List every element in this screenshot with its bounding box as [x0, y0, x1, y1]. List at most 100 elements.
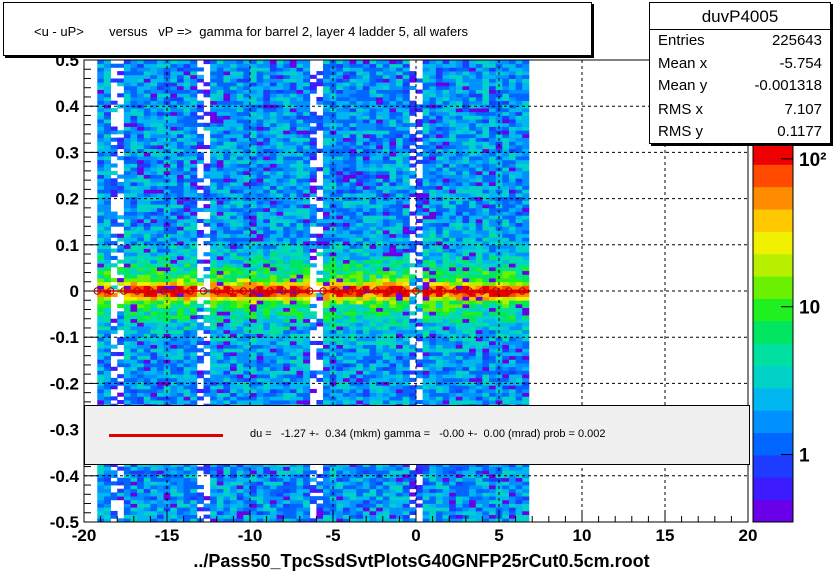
- heatmap-cell: [223, 259, 231, 264]
- heatmap-cell: [269, 381, 277, 386]
- heatmap-cell: [223, 340, 231, 345]
- heatmap-cell: [323, 71, 331, 76]
- heatmap-cell: [243, 167, 251, 172]
- heatmap-cell: [137, 174, 145, 179]
- heatmap-cell: [283, 119, 291, 124]
- heatmap-cell: [250, 108, 258, 113]
- heatmap-cell: [349, 126, 357, 131]
- heatmap-cell: [283, 492, 291, 497]
- heatmap-cell: [369, 255, 377, 260]
- heatmap-cell: [103, 222, 111, 227]
- heatmap-cell: [117, 400, 125, 405]
- heatmap-cell: [342, 122, 350, 127]
- heatmap-cell: [183, 226, 191, 231]
- heatmap-cell: [376, 270, 384, 275]
- heatmap-cell: [256, 89, 264, 94]
- heatmap-cell: [230, 359, 238, 364]
- heatmap-cell: [236, 241, 244, 246]
- heatmap-cell: [316, 237, 324, 242]
- heatmap-cell: [170, 174, 178, 179]
- heatmap-cell: [303, 470, 311, 475]
- heatmap-cell: [256, 67, 264, 72]
- heatmap-cell: [196, 193, 204, 198]
- heatmap-cell: [349, 241, 357, 246]
- heatmap-cell: [356, 122, 364, 127]
- heatmap-cell: [117, 477, 125, 482]
- heatmap-cell: [176, 263, 184, 268]
- heatmap-cell: [336, 351, 344, 357]
- heatmap-cell: [362, 82, 370, 87]
- heatmap-cell: [303, 96, 311, 102]
- heatmap-cell: [236, 363, 244, 368]
- heatmap-cell: [210, 485, 218, 490]
- heatmap-cell: [196, 67, 204, 72]
- heatmap-cell: [289, 96, 297, 102]
- heatmap-cell: [230, 470, 238, 475]
- heatmap-cell: [276, 488, 284, 493]
- heatmap-cell: [143, 78, 151, 83]
- heatmap-cell: [230, 233, 238, 238]
- heatmap-cell: [296, 385, 304, 390]
- heatmap-cell: [256, 303, 264, 309]
- heatmap-cell: [276, 473, 284, 479]
- heatmap-cell: [130, 74, 138, 79]
- heatmap-cell: [369, 185, 377, 190]
- heatmap-cell: [97, 400, 105, 405]
- heatmap-cell: [190, 230, 198, 235]
- heatmap-cell: [97, 141, 105, 146]
- heatmap-cell: [150, 274, 158, 279]
- heatmap-cell: [97, 315, 105, 320]
- heatmap-cell: [289, 196, 297, 201]
- heatmap-cell: [349, 481, 357, 486]
- heatmap-cell: [263, 207, 271, 212]
- heatmap-cell: [176, 348, 184, 353]
- heatmap-cell: [296, 266, 304, 272]
- heatmap-cell: [176, 230, 184, 235]
- heatmap-cell: [117, 189, 125, 194]
- heatmap-cell: [117, 266, 125, 272]
- heatmap-cell: [362, 248, 370, 253]
- heatmap-cell: [143, 348, 151, 353]
- heatmap-cell: [263, 248, 271, 253]
- heatmap-cell: [170, 333, 178, 338]
- heatmap-cell: [216, 174, 224, 179]
- heatmap-cell: [289, 163, 297, 168]
- heatmap-cell: [303, 230, 311, 235]
- heatmap-cell: [369, 204, 377, 209]
- heatmap-cell: [250, 255, 258, 260]
- heatmap-cell: [103, 185, 111, 190]
- heatmap-cell: [170, 104, 178, 109]
- heatmap-cell: [190, 510, 198, 516]
- heatmap-cell: [303, 292, 311, 297]
- heatmap-cell: [230, 274, 238, 279]
- heatmap-cell: [103, 82, 111, 87]
- heatmap-cell: [369, 244, 377, 249]
- heatmap-cell: [250, 222, 258, 227]
- heatmap-cell: [183, 233, 191, 238]
- heatmap-cell: [323, 185, 331, 190]
- heatmap-cell: [210, 204, 218, 209]
- heatmap-cell: [143, 263, 151, 268]
- heatmap-cell: [362, 174, 370, 179]
- heatmap-cell: [269, 363, 277, 368]
- heatmap-cell: [256, 115, 264, 120]
- heatmap-cell: [269, 503, 277, 508]
- heatmap-cell: [283, 130, 291, 135]
- heatmap-cell: [296, 322, 304, 327]
- heatmap-cell: [143, 337, 151, 342]
- heatmap-cell: [143, 507, 151, 512]
- heatmap-cell: [356, 481, 364, 486]
- heatmap-cell: [349, 148, 357, 153]
- heatmap-cell: [117, 185, 125, 190]
- heatmap-cell: [176, 311, 184, 316]
- heatmap-cell: [276, 82, 284, 87]
- heatmap-cell: [243, 326, 251, 331]
- heatmap-cell: [349, 60, 357, 65]
- heatmap-cell: [157, 385, 165, 390]
- heatmap-cell: [263, 145, 271, 150]
- heatmap-cell: [263, 366, 271, 371]
- heatmap-cell: [123, 226, 131, 231]
- heatmap-cell: [243, 333, 251, 338]
- heatmap-cell: [276, 315, 284, 320]
- heatmap-cell: [170, 344, 178, 349]
